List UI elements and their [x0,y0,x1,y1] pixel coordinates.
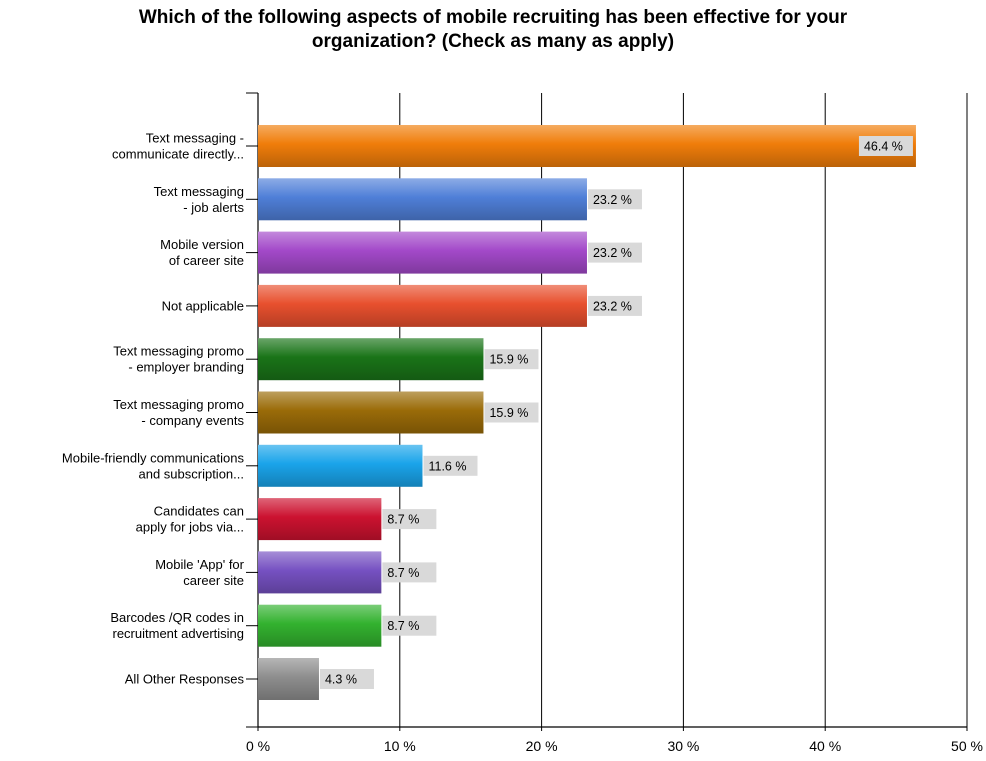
value-label-box [587,295,642,316]
value-label: 23.2 % [593,299,632,313]
bar [258,551,382,594]
bar [258,231,587,274]
category-label: All Other Responses [125,672,245,687]
x-tick-label: 40 % [809,738,841,754]
x-tick-label: 0 % [246,738,270,754]
chart-title-line-1: Which of the following aspects of mobile… [138,7,848,28]
value-label-box [484,402,539,423]
value-label-box [423,455,478,476]
category-label: Not applicable [162,298,244,313]
bar [258,391,484,434]
value-label: 4.3 % [325,673,357,687]
value-label: 46.4 % [864,140,903,154]
bar [258,444,423,487]
chart-title: Which of the following aspects of mobile… [0,6,986,54]
bar [258,604,382,647]
category-label: Text messaging - job alerts [154,184,245,215]
chart-title-line-2: organization? (Check as many as apply) [311,31,675,52]
value-label: 8.7 % [387,513,419,527]
category-label: Text messaging -communicate directly... [112,131,244,162]
category-label: Mobile 'App' for career site [155,557,244,588]
value-label: 15.9 % [489,406,528,420]
bars [258,125,916,700]
bar [258,658,319,700]
bar [258,284,587,327]
x-tick-label: 20 % [526,738,558,754]
category-label: Text messaging promo - company events [113,397,244,428]
x-tick-label: 30 % [667,738,699,754]
category-label: Candidates can apply for jobs via... [136,504,244,535]
value-label-box [858,136,913,156]
value-label-box [382,562,437,583]
value-label-box [319,669,374,689]
value-label: 11.6 % [428,459,466,473]
category-label: Barcodes /QR codes in recruitment adverti… [110,610,244,641]
value-label: 23.2 % [593,246,632,260]
value-label-box [587,189,642,210]
value-label: 23.2 % [593,193,632,207]
category-label: Mobile-friendly communications and subscr… [62,450,245,481]
value-label-box [484,349,539,370]
category-label: Text messaging promo - employer branding [113,344,244,375]
labels: 0 % 10 % 20 % 30 % 40 % 50 % Text messaging -c… [62,131,983,755]
bar [258,498,382,541]
x-tick-label: 10 % [384,738,416,754]
x-tick-label: 50 % [951,738,983,754]
value-label: 8.7 % [387,619,419,633]
bar [258,125,916,167]
value-label: 15.9 % [489,353,528,367]
value-label: 8.7 % [387,566,419,580]
value-label-box [382,509,437,530]
value-label-box [382,615,437,636]
value-label-box [587,242,642,263]
bar [258,338,484,381]
bar [258,178,587,221]
category-label: Mobile version of career site [160,237,244,268]
